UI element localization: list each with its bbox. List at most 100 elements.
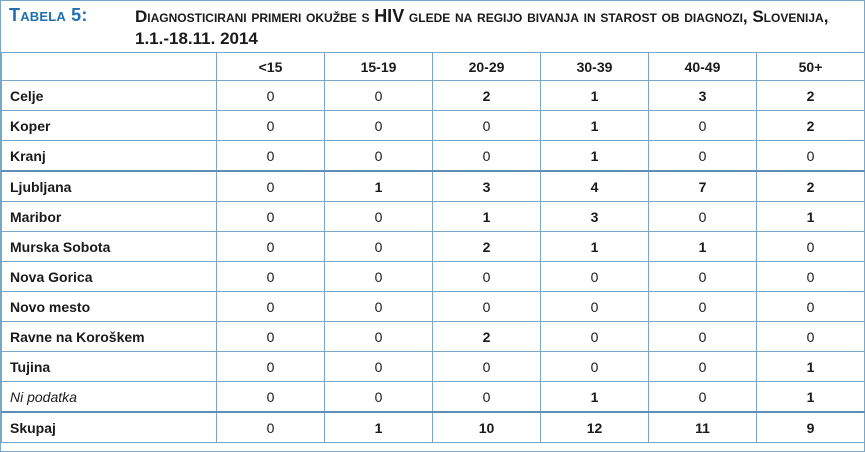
cell-value: 3 — [540, 201, 649, 232]
cell-value: 2 — [756, 110, 865, 141]
cell-value: 0 — [756, 321, 865, 352]
cell-value: 0 — [648, 291, 757, 322]
row-label: Ni podatka — [1, 381, 217, 413]
title-text-part1: Diagnosticirani primeri okužbe s — [135, 7, 375, 26]
cell-value: 3 — [648, 80, 757, 111]
cell-value: 2 — [756, 80, 865, 111]
cell-value: 0 — [432, 291, 541, 322]
cell-value: 0 — [648, 321, 757, 352]
cell-value: 0 — [216, 170, 325, 202]
cell-value: 0 — [324, 201, 433, 232]
cell-value: 0 — [648, 351, 757, 382]
cell-value: 0 — [648, 201, 757, 232]
table-label: Tabela 5: — [9, 5, 88, 25]
cell-value: 0 — [432, 110, 541, 141]
cell-value: 1 — [540, 110, 649, 141]
cell-value: 7 — [648, 170, 757, 202]
cell-value: 11 — [648, 411, 757, 443]
column-header-age: 15-19 — [324, 52, 433, 81]
cell-value: 4 — [540, 170, 649, 202]
table-row: Kranj 0 0 0 1 0 0 — [1, 140, 865, 172]
cell-value: 0 — [432, 261, 541, 292]
cell-value: 0 — [216, 351, 325, 382]
cell-value: 1 — [756, 351, 865, 382]
column-header-age: 20-29 — [432, 52, 541, 81]
cell-value: 0 — [324, 261, 433, 292]
cell-value: 0 — [756, 291, 865, 322]
cell-value: 1 — [756, 381, 865, 413]
cell-value: 0 — [324, 381, 433, 413]
row-label: Novo mesto — [1, 291, 217, 322]
cell-value: 0 — [540, 351, 649, 382]
cell-value: 0 — [216, 231, 325, 262]
cell-value: 0 — [540, 261, 649, 292]
cell-value: 1 — [432, 201, 541, 232]
cell-value: 0 — [324, 140, 433, 172]
column-header-age: <15 — [216, 52, 325, 81]
cell-value: 0 — [216, 261, 325, 292]
table-row: Nova Gorica 0 0 0 0 0 0 — [1, 261, 865, 292]
column-header-age: 40-49 — [648, 52, 757, 81]
table-row: Ni podatka 0 0 0 1 0 1 — [1, 381, 865, 413]
row-label: Skupaj — [1, 411, 217, 443]
row-label: Celje — [1, 80, 217, 111]
cell-value: 0 — [324, 231, 433, 262]
table-row: Tujina 0 0 0 0 0 1 — [1, 351, 865, 382]
title-hiv: HIV — [374, 6, 405, 26]
cell-value: 0 — [324, 291, 433, 322]
cell-value: 1 — [540, 231, 649, 262]
cell-value: 0 — [756, 231, 865, 262]
cell-value: 1 — [540, 80, 649, 111]
cell-value: 2 — [756, 170, 865, 202]
cell-value: 1 — [540, 140, 649, 172]
title-text-part2: glede na regijo bivanja in starost ob di… — [135, 7, 829, 48]
cell-value: 1 — [540, 381, 649, 413]
cell-value: 0 — [324, 110, 433, 141]
cell-value: 2 — [432, 321, 541, 352]
cell-value: 3 — [432, 170, 541, 202]
cell-value: 0 — [756, 140, 865, 172]
cell-value: 0 — [432, 381, 541, 413]
cell-value: 0 — [648, 110, 757, 141]
row-label: Ravne na Koroškem — [1, 321, 217, 352]
cell-value: 0 — [756, 261, 865, 292]
table-header: Tabela 5: Diagnosticirani primeri okužbe… — [1, 1, 864, 53]
column-header-age: 30-39 — [540, 52, 649, 81]
column-header-region — [1, 52, 217, 81]
cell-value: 0 — [216, 291, 325, 322]
cell-value: 0 — [432, 351, 541, 382]
row-label: Murska Sobota — [1, 231, 217, 262]
row-label: Kranj — [1, 140, 217, 172]
cell-value: 10 — [432, 411, 541, 443]
table-title: Diagnosticirani primeri okužbe s HIV gle… — [135, 5, 855, 50]
cell-value: 0 — [216, 110, 325, 141]
table-row: Koper 0 0 0 1 0 2 — [1, 110, 865, 141]
data-table: <15 15-19 20-29 30-39 40-49 50+ Celje 0 0 2… — [1, 52, 865, 443]
cell-value: 0 — [540, 291, 649, 322]
table-row: Ravne na Koroškem 0 0 2 0 0 0 — [1, 321, 865, 352]
cell-value: 0 — [432, 140, 541, 172]
table-row: Murska Sobota 0 0 2 1 1 0 — [1, 231, 865, 262]
cell-value: 1 — [756, 201, 865, 232]
column-header-row: <15 15-19 20-29 30-39 40-49 50+ — [1, 52, 865, 81]
cell-value: 1 — [324, 170, 433, 202]
cell-value: 0 — [324, 80, 433, 111]
total-row: Skupaj 0 1 10 12 11 9 — [1, 411, 865, 443]
row-label: Ljubljana — [1, 170, 217, 202]
cell-value: 0 — [648, 140, 757, 172]
table-row: Ljubljana 0 1 3 4 7 2 — [1, 170, 865, 202]
cell-value: 0 — [216, 411, 325, 443]
cell-value: 1 — [648, 231, 757, 262]
cell-value: 0 — [648, 261, 757, 292]
cell-value: 0 — [648, 381, 757, 413]
row-label: Tujina — [1, 351, 217, 382]
cell-value: 0 — [324, 351, 433, 382]
cell-value: 2 — [432, 80, 541, 111]
cell-value: 0 — [540, 321, 649, 352]
row-label: Nova Gorica — [1, 261, 217, 292]
column-header-age: 50+ — [756, 52, 865, 81]
cell-value: 0 — [216, 381, 325, 413]
cell-value: 0 — [216, 321, 325, 352]
cell-value: 9 — [756, 411, 865, 443]
